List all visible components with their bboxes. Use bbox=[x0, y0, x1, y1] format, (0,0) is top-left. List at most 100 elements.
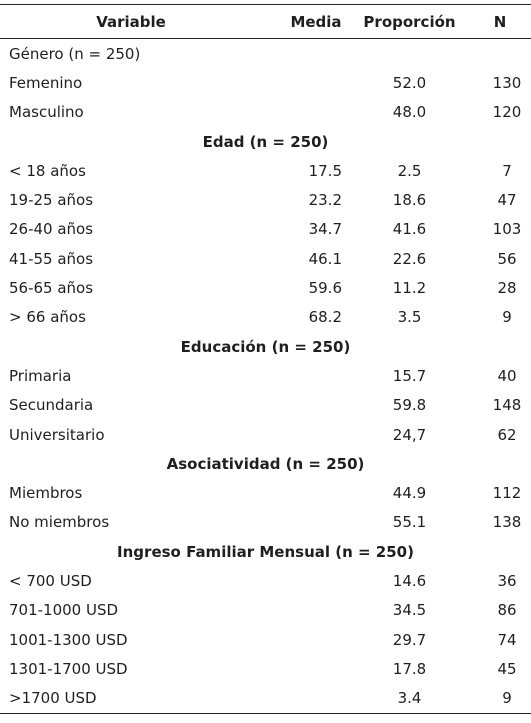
row-label: Secundaria bbox=[9, 396, 94, 415]
n-cell: 47 bbox=[497, 191, 517, 210]
n-cell: 28 bbox=[497, 279, 517, 298]
row-label: 1301-1700 USD bbox=[9, 659, 128, 678]
table-body: Género (n = 250) Femenino 52.0 130 Masculino… bbox=[0, 39, 531, 714]
section-header-row: Edad (n = 250) bbox=[0, 127, 531, 156]
proporcion-cell: 22.6 bbox=[392, 249, 427, 268]
proporcion-cell: 34.5 bbox=[392, 601, 427, 620]
n-cell: 86 bbox=[497, 601, 517, 620]
table-row: >1700 USD 3.4 9 bbox=[0, 683, 531, 714]
n-cell: 112 bbox=[492, 484, 522, 503]
proporcion-cell: 11.2 bbox=[392, 279, 427, 298]
n-cell: 148 bbox=[492, 396, 522, 415]
n-cell: 120 bbox=[492, 103, 522, 122]
section-header-row: Asociatividad (n = 250) bbox=[0, 449, 531, 478]
media-cell bbox=[262, 68, 350, 97]
section-title: Ingreso Familiar Mensual (n = 250) bbox=[117, 542, 414, 561]
table-row: 1001-1300 USD 29.7 74 bbox=[0, 625, 531, 654]
section-header-row: Educación (n = 250) bbox=[0, 332, 531, 361]
media-cell bbox=[262, 654, 350, 683]
n-cell: 7 bbox=[502, 161, 512, 180]
row-label: 26-40 años bbox=[9, 220, 94, 239]
n-cell: 36 bbox=[497, 571, 517, 590]
table-row: Masculino 48.0 120 bbox=[0, 98, 531, 127]
header-proporcion: Proporción bbox=[350, 4, 469, 39]
n-cell: 9 bbox=[469, 683, 531, 714]
n-cell: 138 bbox=[492, 513, 522, 532]
media-cell bbox=[262, 596, 350, 625]
n-cell: 74 bbox=[497, 630, 517, 649]
media-cell bbox=[262, 566, 350, 595]
row-label: < 18 años bbox=[9, 161, 86, 180]
table-row: No miembros 55.1 138 bbox=[0, 508, 531, 537]
row-label: Género (n = 250) bbox=[9, 44, 141, 63]
n-cell: 40 bbox=[497, 366, 517, 385]
media-cell: 34.7 bbox=[308, 220, 342, 239]
media-cell bbox=[262, 39, 350, 69]
proporcion-cell: 24,7 bbox=[392, 425, 427, 444]
media-cell bbox=[262, 361, 350, 390]
n-cell: 9 bbox=[502, 308, 512, 327]
proporcion-cell: 55.1 bbox=[392, 513, 427, 532]
media-cell bbox=[262, 683, 350, 714]
proporcion-cell: 41.6 bbox=[392, 220, 427, 239]
table-row: Miembros 44.9 112 bbox=[0, 478, 531, 507]
n-cell: 62 bbox=[497, 425, 517, 444]
proporcion-cell bbox=[350, 39, 469, 69]
row-label: < 700 USD bbox=[9, 571, 92, 590]
row-label: 1001-1300 USD bbox=[9, 630, 128, 649]
row-label: Femenino bbox=[9, 73, 83, 92]
row-label: > 66 años bbox=[9, 308, 86, 327]
table-row: Universitario 24,7 62 bbox=[0, 420, 531, 449]
row-label: Primaria bbox=[9, 366, 72, 385]
section-title: Edad (n = 250) bbox=[202, 132, 329, 151]
media-cell: 46.1 bbox=[308, 249, 342, 268]
proporcion-cell: 18.6 bbox=[392, 191, 427, 210]
section-title: Asociatividad (n = 250) bbox=[166, 454, 365, 473]
proporcion-cell: 15.7 bbox=[392, 366, 427, 385]
table-row: Primaria 15.7 40 bbox=[0, 361, 531, 390]
media-cell: 23.2 bbox=[308, 191, 342, 210]
table-row: 701-1000 USD 34.5 86 bbox=[0, 596, 531, 625]
proporcion-cell: 44.9 bbox=[392, 484, 427, 503]
proporcion-cell: 2.5 bbox=[397, 161, 422, 180]
header-row: Variable Media Proporción N bbox=[0, 4, 531, 39]
n-cell: 103 bbox=[492, 220, 522, 239]
header-media: Media bbox=[262, 4, 350, 39]
table-row: < 18 años 17.5 2.5 7 bbox=[0, 156, 531, 185]
proporcion-cell: 17.8 bbox=[392, 659, 427, 678]
proporcion-cell: 3.4 bbox=[350, 683, 469, 714]
media-cell bbox=[262, 478, 350, 507]
media-cell bbox=[262, 391, 350, 420]
table-row: Género (n = 250) bbox=[0, 39, 531, 69]
header-variable: Variable bbox=[0, 4, 262, 39]
n-cell: 56 bbox=[497, 249, 517, 268]
table-row: 41-55 años 46.1 22.6 56 bbox=[0, 244, 531, 273]
media-cell bbox=[262, 420, 350, 449]
table-row: 1301-1700 USD 17.8 45 bbox=[0, 654, 531, 683]
table-row: < 700 USD 14.6 36 bbox=[0, 566, 531, 595]
table-row: 26-40 años 34.7 41.6 103 bbox=[0, 215, 531, 244]
section-title: Educación (n = 250) bbox=[180, 337, 351, 356]
media-cell bbox=[262, 625, 350, 654]
media-cell: 17.5 bbox=[308, 161, 342, 180]
table-row: > 66 años 68.2 3.5 9 bbox=[0, 303, 531, 332]
header-n: N bbox=[469, 4, 531, 39]
row-label: 56-65 años bbox=[9, 279, 94, 298]
proporcion-cell: 59.8 bbox=[392, 396, 427, 415]
table-row: 56-65 años 59.6 11.2 28 bbox=[0, 273, 531, 302]
proporcion-cell: 3.5 bbox=[397, 308, 422, 327]
media-cell: 59.6 bbox=[308, 279, 342, 298]
row-label: 41-55 años bbox=[9, 249, 94, 268]
proporcion-cell: 48.0 bbox=[392, 103, 427, 122]
proporcion-cell: 52.0 bbox=[392, 73, 427, 92]
table-row: Femenino 52.0 130 bbox=[0, 68, 531, 97]
section-header-row: Ingreso Familiar Mensual (n = 250) bbox=[0, 537, 531, 566]
n-cell: 130 bbox=[492, 73, 522, 92]
row-label: >1700 USD bbox=[0, 683, 262, 714]
row-label: 19-25 años bbox=[9, 191, 94, 210]
demographics-table: Variable Media Proporción N Género (n = … bbox=[0, 4, 531, 714]
proporcion-cell: 14.6 bbox=[392, 571, 427, 590]
proporcion-cell: 29.7 bbox=[392, 630, 427, 649]
n-cell bbox=[469, 39, 531, 69]
